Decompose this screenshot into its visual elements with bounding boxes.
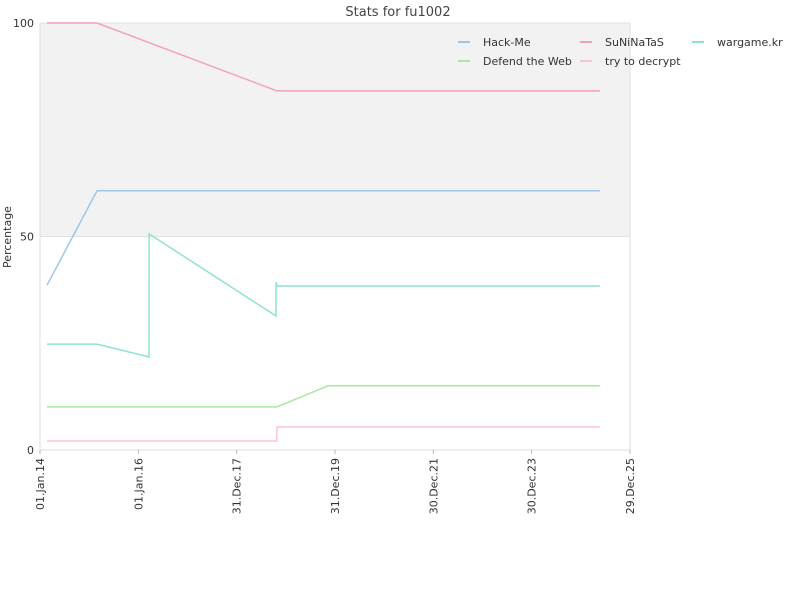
plot-band [40, 23, 630, 237]
legend-label: wargame.kr [717, 36, 783, 49]
legend-label: Defend the Web [483, 55, 572, 68]
x-tick-label: 30.Dec.21 [427, 458, 440, 514]
x-tick-label: 31.Dec.17 [231, 458, 244, 514]
x-tick-label: 01.Jan.14 [34, 458, 47, 510]
x-tick-label: 30.Dec.23 [526, 458, 539, 514]
x-tick-label: 31.Dec.19 [329, 458, 342, 514]
x-tick-label: 01.Jan.16 [132, 458, 145, 510]
y-tick-label: 0 [27, 444, 34, 457]
chart-title: Stats for fu1002 [345, 5, 450, 20]
series-line [47, 232, 600, 358]
series-line [47, 385, 600, 408]
y-tick-label: 100 [13, 17, 34, 30]
legend-label: SuNiNaTaS [605, 36, 664, 49]
series-line [46, 190, 600, 286]
legend-label: Hack-Me [483, 36, 531, 49]
y-axis-label: Percentage [1, 206, 14, 268]
series-line [47, 22, 600, 92]
series-line [47, 426, 600, 442]
y-tick-label: 50 [20, 231, 34, 244]
x-tick-label: 29.Dec.25 [624, 458, 637, 514]
legend-label: try to decrypt [605, 55, 681, 68]
